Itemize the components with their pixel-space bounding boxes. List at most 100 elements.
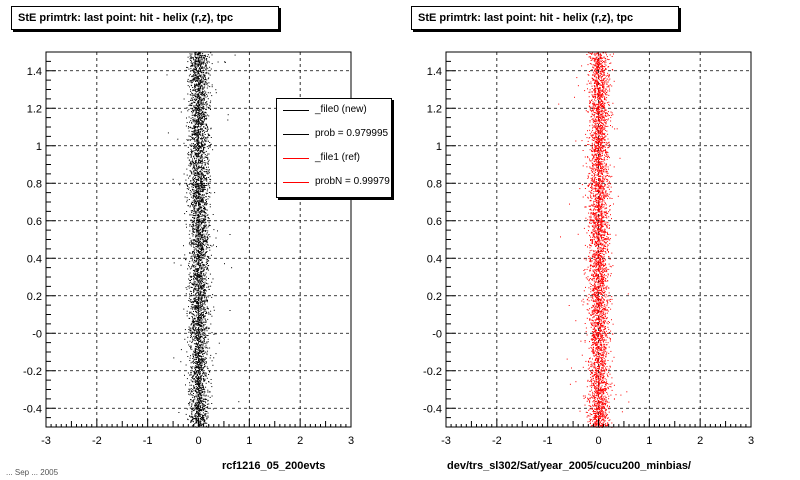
data-point bbox=[603, 351, 605, 353]
data-point bbox=[185, 223, 187, 225]
data-point bbox=[198, 55, 200, 57]
data-point bbox=[200, 67, 202, 69]
data-point bbox=[199, 122, 201, 124]
data-point bbox=[193, 288, 195, 290]
data-point bbox=[198, 398, 200, 400]
data-point bbox=[194, 396, 196, 397]
data-point bbox=[602, 307, 604, 309]
data-point bbox=[206, 203, 207, 205]
data-point bbox=[191, 112, 193, 114]
data-point bbox=[197, 391, 199, 393]
data-point bbox=[204, 139, 206, 141]
data-point bbox=[199, 320, 201, 322]
data-point bbox=[194, 109, 196, 111]
data-point bbox=[209, 142, 211, 143]
data-point bbox=[204, 405, 206, 406]
data-point bbox=[598, 316, 600, 318]
data-point bbox=[191, 403, 193, 405]
data-point bbox=[201, 56, 203, 58]
data-point bbox=[207, 156, 209, 158]
data-point bbox=[196, 270, 198, 272]
x-tick-label: -2 bbox=[92, 435, 102, 447]
data-point bbox=[192, 416, 193, 418]
data-point bbox=[186, 197, 188, 199]
data-point bbox=[198, 107, 200, 109]
data-point bbox=[192, 200, 194, 202]
data-point bbox=[187, 85, 189, 87]
data-point bbox=[589, 341, 590, 343]
data-point bbox=[201, 279, 202, 281]
data-point bbox=[189, 293, 190, 295]
data-point bbox=[179, 184, 181, 186]
data-point bbox=[194, 118, 196, 120]
data-point bbox=[197, 255, 199, 257]
data-point bbox=[202, 301, 204, 303]
data-point bbox=[204, 365, 206, 367]
data-point bbox=[207, 103, 208, 105]
data-point bbox=[195, 200, 197, 202]
data-point bbox=[203, 67, 205, 69]
data-point bbox=[195, 91, 197, 93]
data-point bbox=[193, 71, 194, 73]
data-point bbox=[188, 404, 190, 406]
data-point bbox=[205, 225, 207, 227]
data-point bbox=[605, 88, 607, 90]
data-point bbox=[188, 199, 190, 200]
data-point bbox=[190, 58, 192, 60]
data-point bbox=[192, 160, 194, 162]
data-point bbox=[596, 373, 598, 375]
data-point bbox=[206, 260, 208, 262]
data-point bbox=[195, 54, 197, 56]
data-point bbox=[603, 302, 605, 304]
data-point bbox=[201, 190, 203, 192]
data-point bbox=[198, 134, 200, 136]
data-point bbox=[200, 63, 202, 65]
data-point bbox=[225, 61, 226, 63]
data-point bbox=[190, 374, 192, 376]
data-point bbox=[197, 119, 199, 121]
data-point bbox=[194, 53, 196, 55]
data-point bbox=[194, 283, 196, 285]
data-point bbox=[593, 395, 594, 397]
data-point bbox=[196, 335, 198, 337]
data-point bbox=[196, 411, 198, 413]
data-point bbox=[206, 286, 208, 288]
data-point bbox=[202, 122, 204, 124]
data-point bbox=[594, 198, 596, 199]
data-point bbox=[195, 72, 197, 74]
data-point bbox=[193, 243, 195, 245]
data-point bbox=[201, 244, 203, 246]
data-point bbox=[607, 251, 609, 252]
data-point bbox=[197, 416, 199, 418]
data-point bbox=[588, 71, 590, 72]
data-point bbox=[197, 319, 199, 321]
data-point bbox=[192, 69, 194, 71]
data-point bbox=[204, 90, 206, 92]
data-point bbox=[204, 389, 206, 391]
data-point bbox=[203, 98, 205, 100]
data-point bbox=[177, 138, 179, 140]
data-point bbox=[203, 350, 205, 351]
data-point bbox=[205, 394, 207, 396]
data-point bbox=[199, 268, 201, 270]
data-point bbox=[202, 152, 204, 153]
data-point bbox=[199, 91, 201, 93]
data-point bbox=[194, 415, 196, 417]
data-point bbox=[203, 416, 205, 418]
data-point bbox=[199, 221, 201, 223]
data-point bbox=[194, 98, 196, 100]
data-point bbox=[195, 277, 196, 279]
data-point bbox=[194, 95, 196, 97]
data-point bbox=[200, 225, 202, 227]
data-point bbox=[204, 143, 206, 145]
data-point bbox=[196, 399, 198, 401]
data-point bbox=[598, 400, 600, 402]
data-point bbox=[201, 102, 202, 104]
data-point bbox=[197, 93, 199, 95]
data-point bbox=[203, 99, 205, 101]
data-point bbox=[206, 377, 208, 379]
data-point bbox=[201, 298, 203, 300]
data-point bbox=[188, 264, 189, 266]
data-point bbox=[191, 301, 193, 303]
data-point bbox=[204, 163, 206, 165]
